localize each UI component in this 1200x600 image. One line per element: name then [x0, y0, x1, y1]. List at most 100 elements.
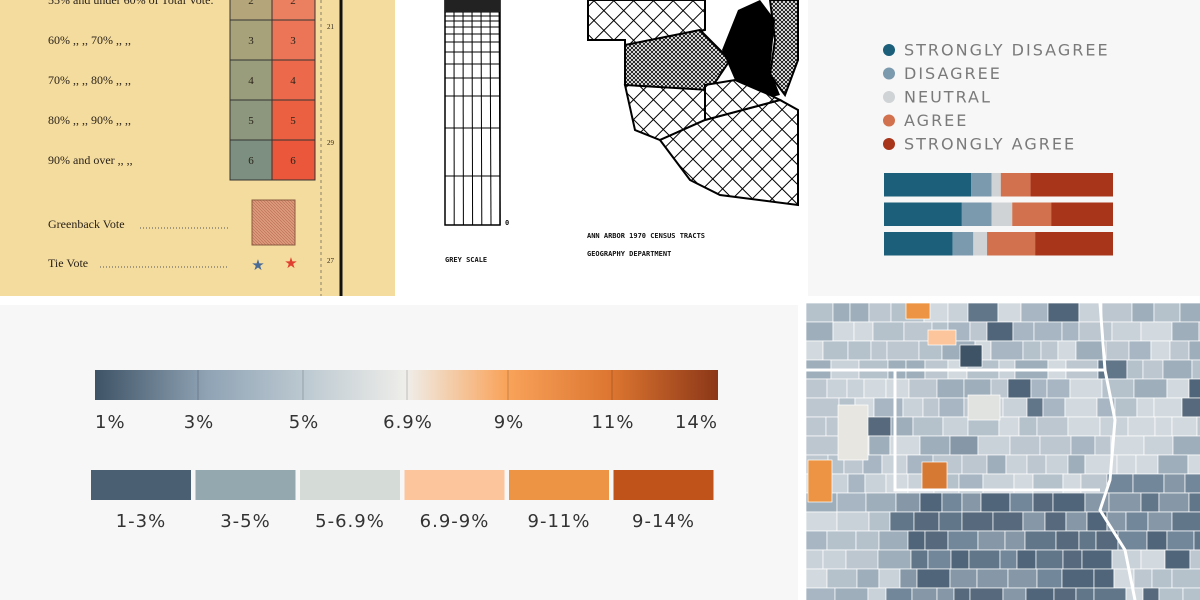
- county: [1135, 454, 1159, 475]
- county: [1042, 397, 1066, 418]
- county: [1012, 321, 1035, 342]
- vote-cell: [271, 139, 316, 181]
- cell-number: 6: [290, 155, 296, 167]
- cell-number: 6: [248, 155, 254, 167]
- row-label: 55% and under 60% of Total Vote.: [48, 0, 213, 7]
- county: [967, 394, 1001, 421]
- county: [1150, 340, 1171, 361]
- legend-label: STRONGLY AGREE: [904, 135, 1076, 154]
- bin-swatch: [404, 470, 505, 500]
- gradient-label: 1%: [95, 412, 126, 433]
- county: [1093, 568, 1115, 589]
- county: [1188, 340, 1200, 361]
- county: [1184, 473, 1200, 494]
- county: [938, 511, 963, 532]
- county: [1193, 530, 1200, 551]
- county: [980, 492, 1011, 513]
- county: [889, 511, 915, 532]
- bar-segment: [973, 232, 988, 256]
- county: [1004, 530, 1026, 551]
- county: [822, 549, 847, 570]
- county: [1108, 492, 1142, 513]
- county: [832, 303, 851, 323]
- county: [961, 492, 982, 513]
- county: [806, 587, 836, 600]
- county: [1151, 568, 1173, 589]
- county: [1171, 568, 1200, 589]
- county: [986, 454, 1007, 475]
- county: [836, 492, 867, 513]
- county: [806, 321, 834, 342]
- county: [953, 587, 971, 600]
- county: [1065, 511, 1088, 532]
- county: [992, 511, 1024, 532]
- county: [865, 492, 897, 513]
- bar-segment: [991, 173, 1001, 197]
- county: [849, 303, 870, 323]
- county: [1078, 530, 1097, 551]
- county: [1007, 378, 1032, 399]
- county: [1153, 303, 1181, 323]
- county: [1143, 435, 1174, 456]
- county: [1061, 568, 1095, 589]
- county: [806, 303, 834, 323]
- county: [1158, 492, 1190, 513]
- county: [938, 397, 965, 418]
- county: [877, 549, 912, 570]
- county: [807, 459, 833, 503]
- county: [1181, 397, 1200, 418]
- legend-label: NEUTRAL: [904, 88, 992, 107]
- county: [919, 492, 943, 513]
- cell-number: 4: [290, 75, 296, 87]
- row-label: 80% ,, ,, 90% ,, ,,: [48, 113, 131, 127]
- county: [905, 303, 931, 320]
- star: ★: [251, 256, 264, 274]
- county: [1078, 321, 1113, 342]
- tract: [722, 0, 780, 100]
- county: [1081, 549, 1113, 570]
- vote-cell: [271, 99, 316, 141]
- county: [885, 378, 910, 399]
- gradient-bar: [95, 370, 718, 400]
- county: [1188, 378, 1200, 399]
- county: [1110, 435, 1145, 456]
- county: [977, 530, 1006, 551]
- county: [1016, 549, 1037, 570]
- county: [1053, 587, 1077, 600]
- county: [1032, 492, 1054, 513]
- county: [950, 549, 970, 570]
- county: [976, 568, 1009, 589]
- legend-swatch: [883, 44, 895, 56]
- legend-label: STRONGLY DISAGREE: [904, 41, 1110, 60]
- county: [913, 511, 940, 532]
- county: [863, 378, 887, 399]
- county: [834, 587, 869, 600]
- county: [936, 587, 955, 600]
- row-label: 70% ,, ,, 80% ,, ,,: [48, 73, 131, 87]
- legend-swatch: [883, 91, 895, 103]
- county: [1128, 340, 1152, 361]
- county: [1146, 530, 1168, 551]
- county: [1164, 549, 1191, 570]
- county: [1157, 454, 1189, 475]
- county: [986, 321, 1014, 342]
- bar-segment: [884, 202, 962, 226]
- county: [1005, 454, 1028, 475]
- county: [1070, 435, 1096, 456]
- county: [1002, 587, 1027, 600]
- county: [1062, 549, 1083, 570]
- county-map: [806, 303, 1200, 600]
- bar-segment: [971, 173, 992, 197]
- county: [969, 321, 988, 342]
- state-border: [806, 303, 1137, 600]
- grid: [471, 0, 474, 226]
- county: [806, 416, 827, 437]
- vote-cell: [229, 59, 273, 101]
- cell-number: 2: [290, 0, 296, 7]
- county: [1018, 416, 1038, 437]
- margin-number: 21: [327, 23, 335, 31]
- county: [822, 340, 849, 361]
- county: [856, 568, 880, 589]
- legend-swatch: [883, 67, 895, 80]
